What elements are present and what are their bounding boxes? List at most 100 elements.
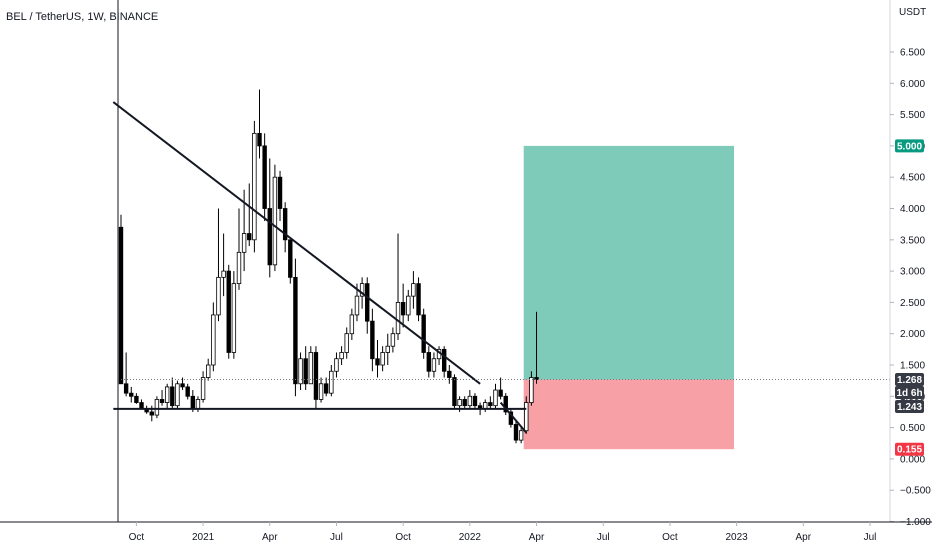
candle-body: [170, 386, 175, 407]
candle-body: [185, 386, 190, 397]
time-tick-label: Jul: [597, 532, 610, 543]
price-tick-label: 2.500: [900, 298, 925, 309]
candle-body: [375, 358, 380, 366]
candle-body: [354, 295, 360, 316]
price-tick-label: 5.500: [900, 110, 925, 121]
candle-countdown-badge-bg: [895, 386, 924, 400]
candle-body: [303, 358, 308, 385]
candle-body: [411, 283, 416, 297]
candle-body: [503, 395, 508, 413]
crosshair-price-badge-bg: [895, 400, 924, 414]
candle-body: [164, 386, 170, 403]
trend-line[interactable]: [499, 401, 528, 434]
candle-body: [339, 352, 344, 360]
candle-body: [529, 377, 534, 403]
candle-body: [359, 283, 365, 297]
candle-body: [385, 345, 390, 353]
candle-body: [518, 430, 524, 441]
crosshair-price-badge: 1.243: [897, 402, 922, 413]
candle-body: [421, 314, 426, 353]
candle-body: [200, 377, 206, 400]
candle-countdown-badge: 1d 6h: [896, 388, 922, 399]
candle-body: [123, 383, 129, 394]
candle-body: [457, 399, 462, 407]
candles: [118, 89, 539, 444]
candle-body: [323, 383, 329, 394]
stop-zone[interactable]: [523, 379, 735, 450]
candle-body: [380, 352, 385, 366]
candle-body: [441, 348, 447, 372]
candle-body: [195, 399, 201, 410]
candle-body: [149, 411, 154, 416]
time-tick-label: Apr: [796, 532, 812, 543]
candle-body: [282, 208, 288, 241]
time-tick-label: Oct: [129, 532, 145, 543]
price-tick-label: 4.000: [900, 204, 925, 215]
candle-body: [452, 377, 457, 407]
trend-lines[interactable]: [112, 101, 528, 434]
candle-body: [175, 383, 180, 407]
price-tick-label: 6.000: [900, 79, 925, 90]
candle-body: [277, 176, 283, 209]
candle-body: [226, 270, 231, 353]
candle-body: [467, 395, 473, 407]
candle-body: [416, 283, 421, 316]
currency-label: USDT: [899, 7, 926, 18]
trend-line[interactable]: [112, 101, 481, 385]
candle-body: [241, 233, 247, 253]
candle-body: [267, 208, 272, 266]
price-tick-label: 4.500: [900, 173, 925, 184]
candle-body: [272, 176, 278, 266]
candle-body: [216, 276, 221, 316]
candle-body: [257, 132, 262, 147]
candle-body: [288, 239, 293, 278]
candle-body: [400, 301, 406, 316]
candle-body: [329, 370, 334, 394]
price-tick-label: −0.500: [900, 486, 931, 497]
candle-body: [236, 251, 242, 285]
candle-body: [493, 389, 498, 407]
price-tick-label: 1.500: [900, 361, 925, 372]
time-tick-label: Jul: [864, 532, 877, 543]
candle-body: [365, 283, 370, 322]
candle-body: [472, 395, 478, 407]
price-tick-label: 6.500: [900, 48, 925, 59]
candle-body: [513, 424, 519, 441]
candle-body: [344, 333, 349, 353]
last-price-badge-bg: [895, 373, 924, 387]
candle-body: [524, 402, 529, 432]
candle-body: [211, 314, 216, 366]
candle-body: [298, 358, 303, 385]
candle-body: [293, 276, 298, 385]
price-badges: 5.000 1.268 1d 6h 1.243 0.155: [895, 139, 924, 456]
time-tick-label: 2023: [725, 532, 748, 543]
candle-body: [154, 399, 160, 416]
profit-zone[interactable]: [523, 145, 735, 380]
last-price-badge: 1.268: [897, 375, 922, 386]
candle-body: [159, 399, 165, 403]
candle-body: [498, 389, 503, 397]
time-tick-label: Oct: [395, 532, 411, 543]
candle-body: [318, 383, 324, 400]
price-tick-label: 2.000: [900, 329, 925, 340]
position-tool[interactable]: [523, 145, 735, 450]
stop-price-badge-bg: [895, 442, 924, 456]
target-price-badge-bg: [895, 139, 924, 153]
candle-body: [308, 352, 314, 385]
target-price-badge: 5.000: [897, 141, 922, 152]
candle-body: [534, 377, 539, 380]
candle-body: [349, 314, 355, 335]
candle-body: [462, 399, 467, 407]
time-tick-label: Jul: [330, 532, 343, 543]
price-tick-label: 3.000: [900, 267, 925, 278]
candle-body: [334, 358, 339, 372]
candle-body: [129, 392, 134, 397]
candle-body: [370, 320, 375, 360]
time-tick-label: 2022: [459, 532, 482, 543]
candle-body: [180, 383, 185, 388]
candle-body: [252, 132, 257, 241]
symbol-title: BEL / TetherUS, 1W, BINANCE: [6, 11, 158, 23]
time-axis[interactable]: Oct 2021 Apr Jul Oct 2022 Apr Jul Oct 2023 Apr Jul: [0, 521, 932, 543]
